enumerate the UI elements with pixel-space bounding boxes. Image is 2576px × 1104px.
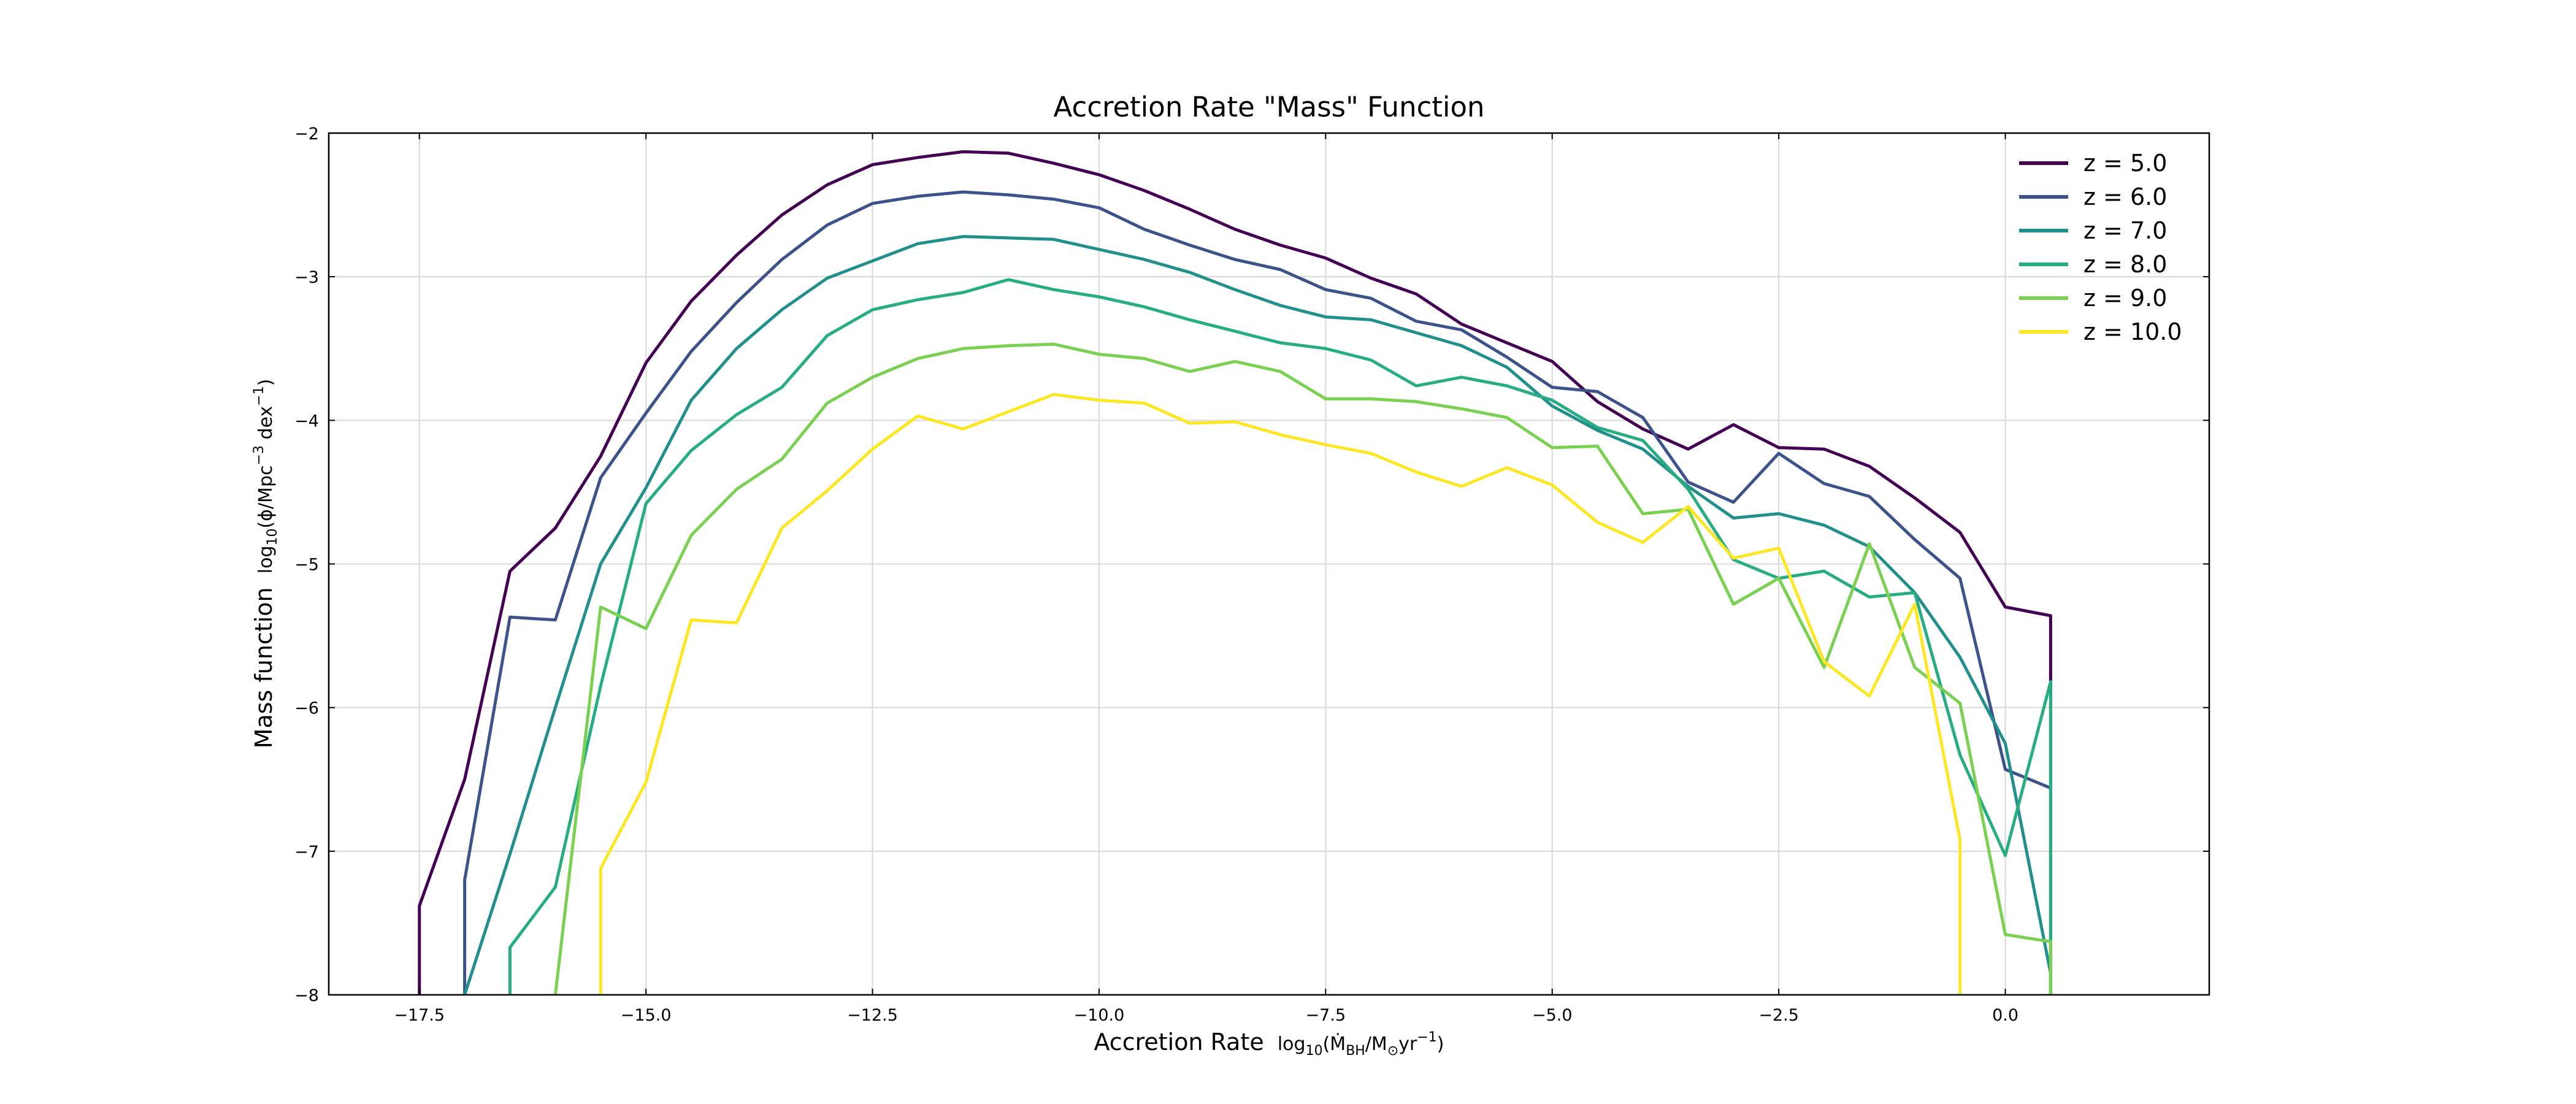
y-axis-unit-prefix: log (255, 546, 277, 574)
chart-title: Accretion Rate "Mass" Function (1053, 91, 1484, 123)
x-axis-unit-base: 10 (1306, 1043, 1323, 1059)
legend-label-z-10-0: z = 10.0 (2083, 318, 2182, 345)
x-tick-label: −2.5 (1758, 1006, 1799, 1025)
x-axis-unit-open: ( (1323, 1033, 1330, 1055)
legend-label-z-8-0: z = 8.0 (2083, 251, 2167, 278)
y-tick-label: −7 (294, 843, 319, 862)
y-axis-unit-exp1: −3 (251, 445, 267, 465)
y-tick-label: −8 (294, 986, 319, 1005)
series-line-z-9-0 (553, 342, 2052, 995)
series-lines (418, 150, 2052, 995)
x-tick-label: −12.5 (847, 1006, 898, 1025)
y-axis-label-main: Mass function (250, 587, 277, 748)
x-axis-label-main: Accretion Rate (1094, 1029, 1263, 1056)
y-axis-unit-exp2: −1 (251, 386, 267, 405)
y-tick-label: −4 (294, 412, 319, 431)
legend-label-z-9-0: z = 9.0 (2083, 285, 2167, 312)
series-line-z-10-0 (599, 393, 1962, 995)
y-axis-unit-mid: dex (255, 406, 277, 445)
x-axis-label: Accretion Rate log10(ṀBH/M⊙yr−1) (1094, 1029, 1444, 1059)
x-axis-unit-sub: BH (1346, 1043, 1365, 1059)
grid-lines (329, 132, 2209, 995)
y-axis-unit-open: (ϕ/Mpc (255, 466, 277, 529)
y-tick-label: −5 (294, 556, 319, 575)
legend: z = 5.0 z = 6.0 z = 7.0 z = 8.0 z = 9.0 z = 1… (2019, 150, 2182, 345)
x-axis-unit-yr: yr (1398, 1033, 1417, 1055)
series-line-z-8-0 (508, 278, 2052, 995)
x-tick-label: −10.0 (1074, 1006, 1125, 1025)
y-tick-label: −6 (294, 699, 319, 718)
series-line-z-6-0 (463, 190, 2052, 995)
x-axis-unit-sun: ⊙ (1387, 1043, 1398, 1059)
legend-label-z-7-0: z = 7.0 (2083, 217, 2167, 244)
legend-label-z-5-0: z = 5.0 (2083, 150, 2167, 177)
x-axis-unit-close: ) (1437, 1033, 1444, 1055)
y-axis-unit-base: 10 (265, 529, 280, 546)
x-axis-unit-exp: −1 (1417, 1030, 1436, 1045)
y-tick-label: −3 (294, 268, 319, 287)
y-axis-label: Mass function log10(ϕ/Mpc−3 dex−1) (250, 379, 280, 749)
x-axis-unit-mdot: Ṁ (1330, 1033, 1346, 1055)
legend-label-z-6-0: z = 6.0 (2083, 183, 2167, 210)
x-axis-unit-prefix: log (1278, 1033, 1306, 1055)
series-line-z-7-0 (463, 235, 2052, 995)
x-tick-label: −15.0 (621, 1006, 672, 1025)
x-tick-label: −5.0 (1532, 1006, 1573, 1025)
x-tick-label: −17.5 (394, 1006, 445, 1025)
series-line-z-5-0 (418, 150, 2052, 995)
x-tick-label: −7.5 (1306, 1006, 1346, 1025)
y-axis-unit-close: ) (255, 379, 277, 386)
axis-ticks: −17.5 −15.0 −12.5 −10.0 −7.5 −5.0 −2.5 0.0 −8 −7 −… (294, 125, 2209, 1025)
x-tick-label: 0.0 (1992, 1006, 2018, 1025)
y-tick-label: −2 (294, 125, 319, 144)
x-axis-unit-mid: /M (1365, 1033, 1387, 1055)
